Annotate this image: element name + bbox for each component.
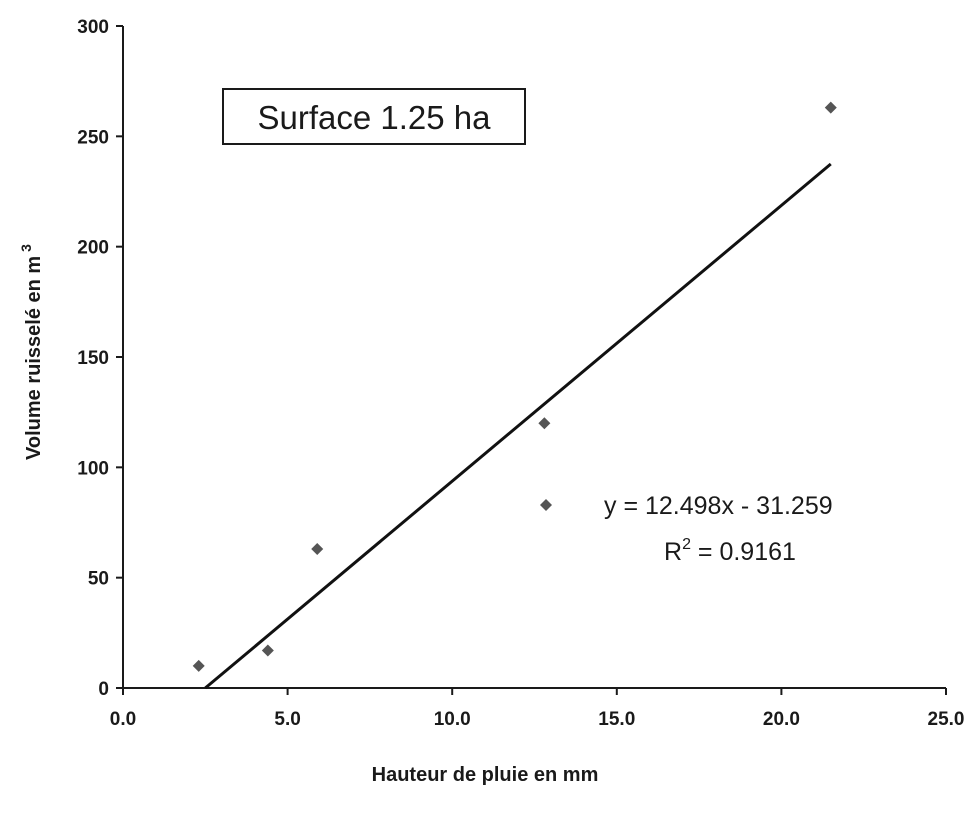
x-tick-label: 20.0: [763, 709, 800, 730]
legend-r2: R2 = 0.9161: [664, 536, 796, 566]
y-tick-label: 100: [77, 458, 109, 479]
legend-equation: y = 12.498x - 31.259: [604, 492, 833, 520]
y-axis-title: Volume ruisselé en m 3: [18, 244, 45, 460]
x-tick-label: 0.0: [110, 709, 136, 730]
annotation-box-frame: [222, 88, 526, 145]
legend: y = 12.498x - 31.259 R2 = 0.9161: [540, 492, 833, 566]
annotation-box-text: Surface 1.25 ha: [258, 99, 492, 136]
data-point: [261, 644, 274, 657]
y-ticks: 0 50 100 150 200 250 300: [77, 17, 123, 700]
legend-marker-icon: [540, 499, 552, 511]
trendline-group: [204, 162, 832, 690]
y-tick-label: 0: [98, 679, 109, 700]
legend-r2-prefix: R: [664, 538, 682, 566]
x-tick-label: 25.0: [928, 709, 965, 730]
y-tick-label: 300: [77, 17, 109, 38]
y-tick-label: 250: [77, 127, 109, 148]
x-tick-label: 5.0: [274, 709, 300, 730]
trendline: [204, 162, 832, 690]
annotation-box: Surface 1.25 ha: [222, 88, 526, 145]
data-point: [311, 542, 324, 555]
data-points: [192, 101, 837, 672]
y-axis-title-text: Volume ruisselé en m: [23, 256, 45, 460]
y-tick-label: 200: [77, 238, 109, 259]
data-point: [824, 101, 837, 114]
y-tick-label: 150: [77, 348, 109, 369]
y-tick-label: 50: [88, 569, 109, 590]
x-ticks: 0.0 5.0 10.0 15.0 20.0 25.0: [110, 688, 965, 730]
data-point: [192, 659, 205, 672]
y-axis-title-superscript: 3: [18, 244, 34, 252]
x-tick-label: 15.0: [598, 709, 635, 730]
x-axis-title: Hauteur de pluie en mm: [372, 764, 599, 786]
legend-r2-superscript: 2: [682, 536, 691, 553]
data-point: [538, 417, 551, 430]
legend-r2-value: = 0.9161: [691, 538, 796, 566]
legend-diamond: [540, 499, 552, 511]
x-tick-label: 10.0: [434, 709, 471, 730]
